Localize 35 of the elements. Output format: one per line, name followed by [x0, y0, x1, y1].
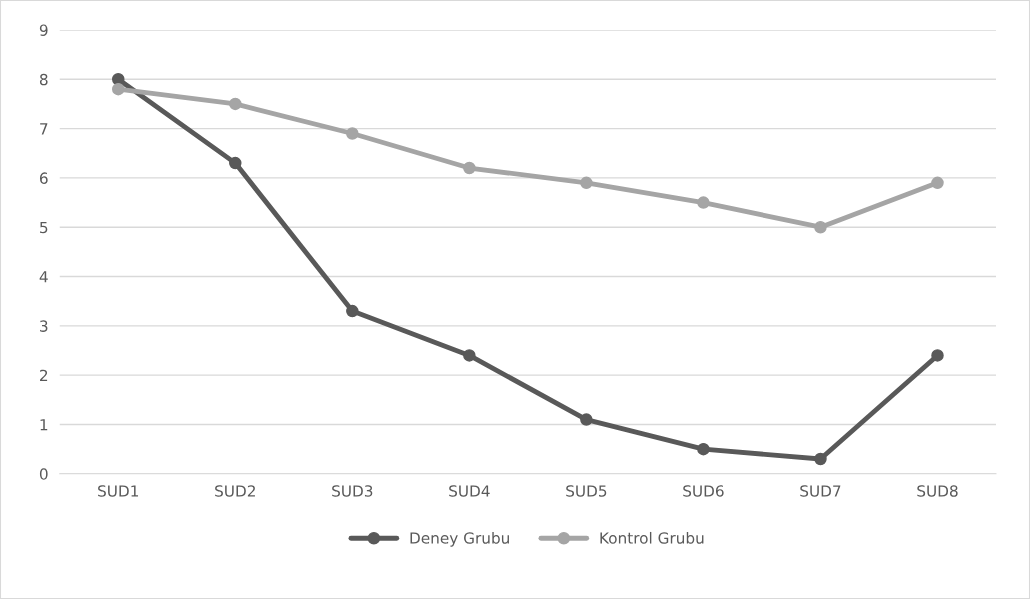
y-tick-label: 3	[40, 320, 48, 332]
y-tick-label: 6	[39, 172, 48, 184]
point	[580, 413, 593, 426]
x-tick-label: SUD6	[683, 485, 724, 497]
y-tick-label: 5	[40, 221, 48, 234]
y-tick-label: 0	[39, 468, 48, 480]
point	[346, 304, 359, 318]
y-tick-label: 8	[39, 73, 48, 86]
point	[346, 127, 359, 140]
y-tick-label: 4	[39, 271, 48, 283]
point	[931, 349, 944, 362]
point	[697, 442, 710, 456]
x-tick-label: SUD4	[449, 485, 490, 497]
y-tick-label: 9	[39, 24, 48, 36]
point	[814, 220, 827, 234]
legend-label: Deney Grubu	[410, 531, 509, 547]
point	[580, 176, 593, 190]
x-tick-label: SUD7	[800, 485, 841, 497]
point	[697, 196, 710, 209]
point	[112, 82, 125, 96]
y-tick-label: 7	[40, 123, 48, 135]
x-tick-label: SUD3	[332, 485, 373, 497]
point	[229, 156, 242, 170]
x-tick-label: SUD1	[98, 485, 139, 497]
point	[814, 452, 827, 466]
x-tick-label: SUD8	[917, 485, 958, 497]
point	[931, 176, 944, 190]
y-tick-label: 1	[40, 419, 48, 431]
point	[463, 161, 476, 175]
x-tick-label: SUD5	[566, 485, 607, 497]
y-tick-label: 2	[40, 369, 48, 381]
point	[229, 97, 242, 111]
point	[463, 349, 476, 362]
legend-label: Kontrol Grubu	[600, 531, 704, 544]
x-tick-label: SUD2	[215, 485, 255, 497]
